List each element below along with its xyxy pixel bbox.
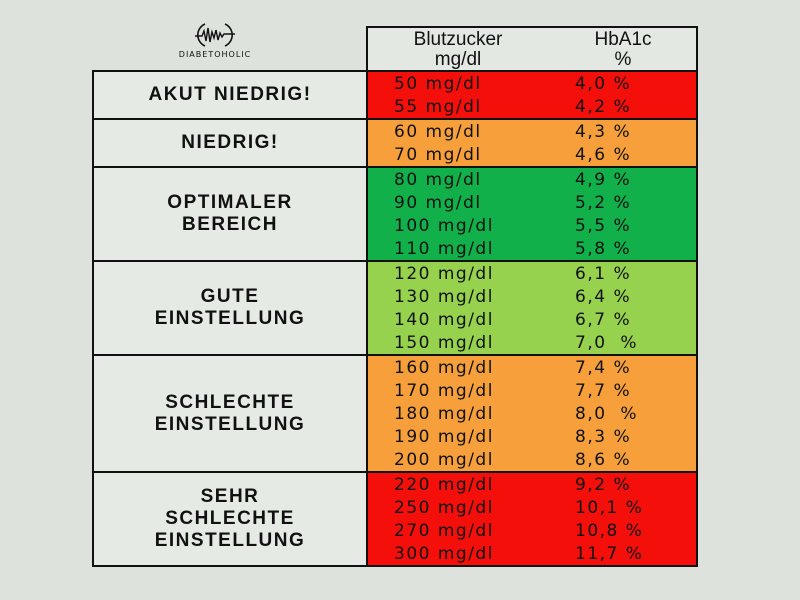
table-row: 190 mg/dl 8,3 % — [368, 425, 696, 448]
hba1c-value: 7,7 % — [575, 380, 632, 401]
hba1c-value: 4,2 % — [575, 96, 632, 117]
blutzucker-value: 90 mg/dl — [394, 192, 482, 213]
hba1c-value: 11,7 % — [575, 543, 644, 564]
hba1c-value: 7,0 % — [575, 332, 638, 353]
table-row: 140 mg/dl 6,7 % — [368, 308, 696, 331]
blutzucker-value: 70 mg/dl — [394, 144, 482, 165]
table-row: 110 mg/dl 5,8 % — [368, 237, 696, 260]
range-values: 50 mg/dl 4,0 % 55 mg/dl 4,2 % — [368, 72, 696, 118]
blutzucker-value: 120 mg/dl — [394, 263, 494, 284]
hba1c-value: 10,1 % — [575, 497, 644, 518]
blutzucker-value: 80 mg/dl — [394, 169, 482, 190]
table-row: 55 mg/dl 4,2 % — [368, 95, 696, 118]
range-label: NIEDRIG! — [94, 120, 368, 166]
waveform-icon — [195, 23, 235, 47]
range-group: NIEDRIG! 60 mg/dl 4,3 % 70 mg/dl 4,6 % — [92, 118, 698, 168]
hba1c-value: 8,3 % — [575, 426, 632, 447]
range-values: 80 mg/dl 4,9 % 90 mg/dl 5,2 % 100 mg/dl 5,5 %… — [368, 168, 696, 260]
hba1c-value: 5,2 % — [575, 192, 632, 213]
table-row: 70 mg/dl 4,6 % — [368, 143, 696, 166]
table-row: 220 mg/dl 9,2 % — [368, 473, 696, 496]
blutzucker-value: 180 mg/dl — [394, 403, 494, 424]
range-group: AKUT NIEDRIG! 50 mg/dl 4,0 % 55 mg/dl 4,2 % — [92, 70, 698, 120]
blutzucker-value: 110 mg/dl — [394, 238, 494, 259]
table-row: 60 mg/dl 4,3 % — [368, 120, 696, 143]
table-row: 270 mg/dl 10,8 % — [368, 519, 696, 542]
logo: DIABETOHOLIC — [150, 22, 280, 64]
range-values: 160 mg/dl 7,4 % 170 mg/dl 7,7 % 180 mg/dl 8,0… — [368, 356, 696, 471]
hba1c-value: 10,8 % — [575, 520, 644, 541]
blutzucker-value: 220 mg/dl — [394, 474, 494, 495]
table-row: 120 mg/dl 6,1 % — [368, 262, 696, 285]
range-group: GUTE EINSTELLUNG 120 mg/dl 6,1 % 130 mg/dl 6… — [92, 260, 698, 356]
table-row: 160 mg/dl 7,4 % — [368, 356, 696, 379]
table-row: 90 mg/dl 5,2 % — [368, 191, 696, 214]
table-row: 170 mg/dl 7,7 % — [368, 379, 696, 402]
table-row: 150 mg/dl 7,0 % — [368, 331, 696, 354]
hba1c-value: 4,6 % — [575, 144, 632, 165]
blutzucker-value: 50 mg/dl — [394, 73, 482, 94]
hba1c-value: 4,0 % — [575, 73, 632, 94]
hba1c-value: 6,4 % — [575, 286, 632, 307]
glucose-table: AKUT NIEDRIG! 50 mg/dl 4,0 % 55 mg/dl 4,2 % N… — [92, 70, 698, 567]
table-row: 80 mg/dl 4,9 % — [368, 168, 696, 191]
range-group: SEHR SCHLECHTE EINSTELLUNG 220 mg/dl 9,2 %… — [92, 471, 698, 567]
hba1c-value: 8,6 % — [575, 449, 632, 470]
table-row: 200 mg/dl 8,6 % — [368, 448, 696, 471]
table-row: 130 mg/dl 6,4 % — [368, 285, 696, 308]
range-label: SCHLECHTE EINSTELLUNG — [94, 356, 368, 471]
hba1c-value: 4,3 % — [575, 121, 632, 142]
header-blutzucker: Blutzucker mg/dl — [413, 29, 503, 70]
range-values: 120 mg/dl 6,1 % 130 mg/dl 6,4 % 140 mg/dl 6,7… — [368, 262, 696, 354]
blutzucker-value: 160 mg/dl — [394, 357, 494, 378]
range-group: SCHLECHTE EINSTELLUNG 160 mg/dl 7,4 % 170 m… — [92, 354, 698, 473]
hba1c-value: 5,8 % — [575, 238, 632, 259]
range-label: GUTE EINSTELLUNG — [94, 262, 368, 354]
hba1c-value: 8,0 % — [575, 403, 638, 424]
blutzucker-value: 100 mg/dl — [394, 215, 494, 236]
range-group: OPTIMALER BEREICH 80 mg/dl 4,9 % 90 mg/dl 5,… — [92, 166, 698, 262]
range-label: AKUT NIEDRIG! — [94, 72, 368, 118]
hba1c-value: 5,5 % — [575, 215, 632, 236]
blutzucker-value: 170 mg/dl — [394, 380, 494, 401]
range-label: OPTIMALER BEREICH — [94, 168, 368, 260]
hba1c-value: 7,4 % — [575, 357, 632, 378]
table-row: 300 mg/dl 11,7 % — [368, 542, 696, 565]
hba1c-value: 6,7 % — [575, 309, 632, 330]
blutzucker-value: 140 mg/dl — [394, 309, 494, 330]
blutzucker-value: 250 mg/dl — [394, 497, 494, 518]
logo-text: DIABETOHOLIC — [178, 50, 252, 59]
hba1c-value: 4,9 % — [575, 169, 632, 190]
hba1c-value: 6,1 % — [575, 263, 632, 284]
table-row: 50 mg/dl 4,0 % — [368, 72, 696, 95]
blutzucker-value: 60 mg/dl — [394, 121, 482, 142]
hba1c-value: 9,2 % — [575, 474, 632, 495]
blutzucker-value: 270 mg/dl — [394, 520, 494, 541]
header-hba1c: HbA1c % — [594, 29, 652, 70]
table-row: 250 mg/dl 10,1 % — [368, 496, 696, 519]
table-row: 100 mg/dl 5,5 % — [368, 214, 696, 237]
blutzucker-value: 55 mg/dl — [394, 96, 482, 117]
range-values: 220 mg/dl 9,2 % 250 mg/dl 10,1 % 270 mg/dl 10… — [368, 473, 696, 565]
blutzucker-value: 130 mg/dl — [394, 286, 494, 307]
table-header: Blutzucker mg/dl HbA1c % — [366, 26, 698, 70]
range-label: SEHR SCHLECHTE EINSTELLUNG — [94, 473, 368, 565]
blutzucker-value: 300 mg/dl — [394, 543, 494, 564]
table-row: 180 mg/dl 8,0 % — [368, 402, 696, 425]
blutzucker-value: 190 mg/dl — [394, 426, 494, 447]
blutzucker-value: 200 mg/dl — [394, 449, 494, 470]
range-values: 60 mg/dl 4,3 % 70 mg/dl 4,6 % — [368, 120, 696, 166]
blutzucker-value: 150 mg/dl — [394, 332, 494, 353]
